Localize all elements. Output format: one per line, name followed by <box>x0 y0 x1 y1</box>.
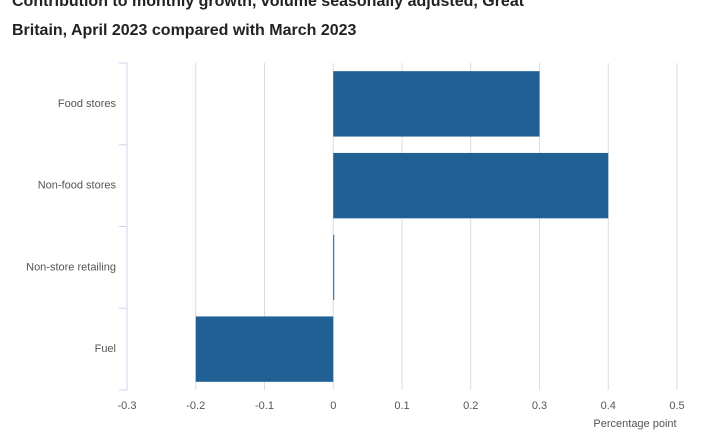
chart-title: Contribution to monthly growth, volume s… <box>12 0 525 39</box>
x-tick-label: 0.1 <box>394 400 409 412</box>
bar <box>333 234 335 301</box>
x-tick-label: -0.1 <box>255 400 274 412</box>
bar <box>195 316 334 382</box>
y-tick-label: Fuel <box>95 343 116 355</box>
x-tick-label: 0.2 <box>463 400 478 412</box>
y-tick-label: Non-store retailing <box>26 261 116 273</box>
x-tick-label: 0.4 <box>601 400 616 412</box>
x-tick-label: 0.5 <box>669 400 684 412</box>
x-tick-label: 0 <box>330 400 336 412</box>
y-tick-label: Food stores <box>58 98 117 110</box>
y-tick-label: Non-food stores <box>38 180 117 192</box>
bar <box>333 71 540 137</box>
x-axis-label: Percentage point <box>593 418 676 430</box>
x-tick-label: -0.2 <box>186 400 205 412</box>
x-tick-label: -0.3 <box>118 400 137 412</box>
x-tick-label: 0.3 <box>532 400 547 412</box>
bar <box>333 152 609 219</box>
